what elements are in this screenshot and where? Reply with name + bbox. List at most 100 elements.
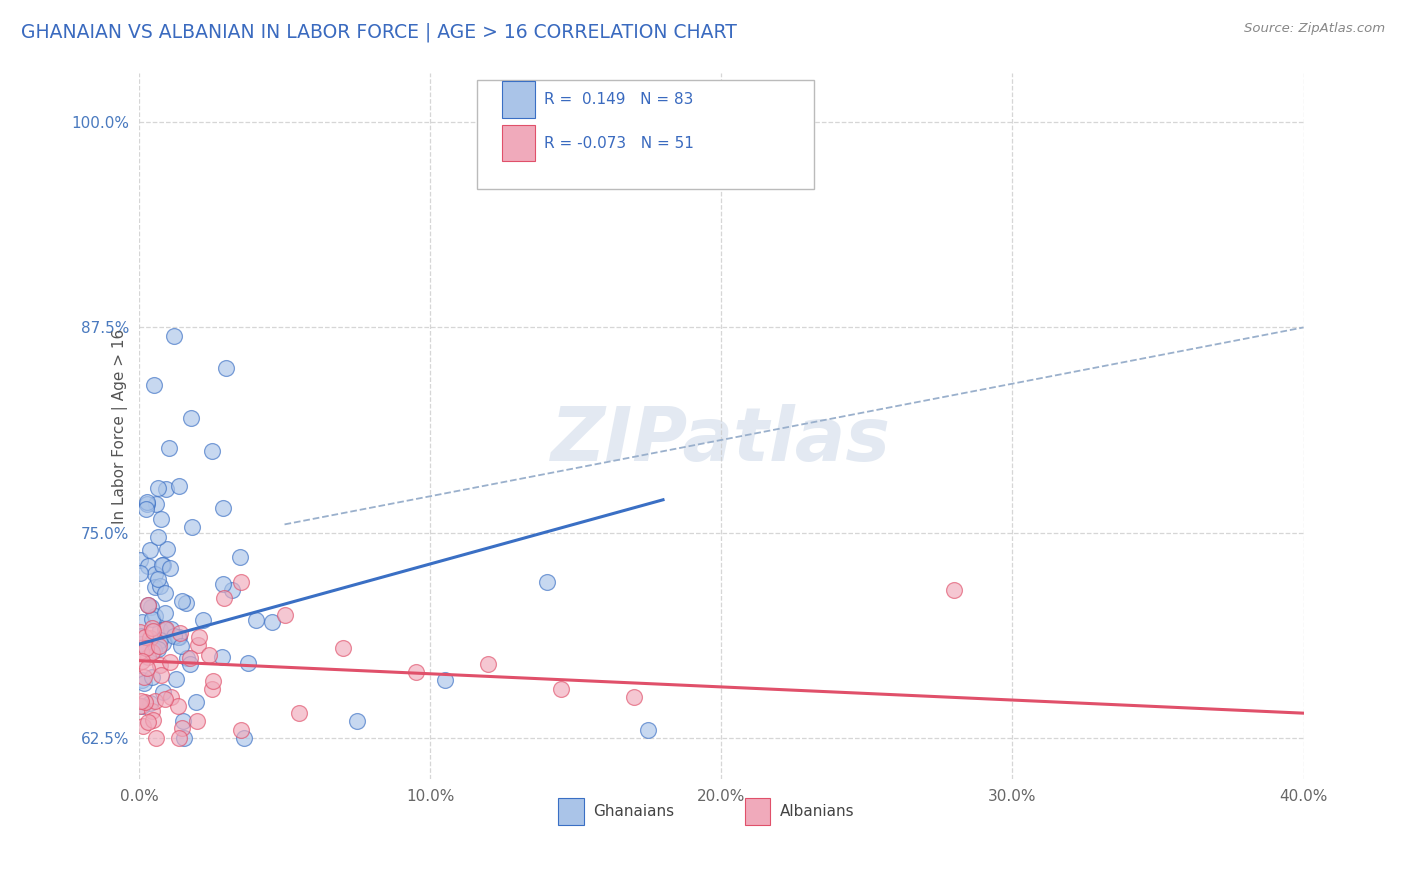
Point [198,648,221,662]
Point [433,673,456,688]
Point [146,530,169,544]
Point [477,657,499,671]
Point [623,690,645,704]
Point [212,591,235,605]
Point [176,651,198,665]
Point [229,723,252,737]
Point [184,695,207,709]
Point [152,636,174,650]
Point [131,654,153,668]
Point [139,543,162,558]
Point [143,567,166,582]
Point [215,361,238,376]
Point [211,649,233,664]
Point [142,713,165,727]
Point [134,695,156,709]
Point [129,566,152,580]
Point [536,574,558,589]
Bar [502,81,534,118]
Point [173,731,195,745]
Point [221,583,243,598]
Point [139,696,162,710]
Point [135,641,157,656]
Point [191,613,214,627]
Point [150,558,173,572]
Text: GHANAIAN VS ALBANIAN IN LABOR FORCE | AGE > 16 CORRELATION CHART: GHANAIAN VS ALBANIAN IN LABOR FORCE | AG… [21,22,737,42]
Point [129,553,152,567]
Point [143,694,166,708]
Point [135,661,157,675]
Point [332,640,354,655]
Point [148,639,170,653]
Point [180,519,202,533]
Point [188,630,211,644]
Point [143,608,166,623]
Point [149,658,172,673]
Point [943,583,966,598]
Point [146,481,169,495]
Point [153,606,176,620]
Point [136,497,159,511]
Point [148,641,170,656]
Point [143,642,166,657]
Bar [745,797,770,825]
Point [160,690,183,705]
Point [139,599,162,614]
Point [136,598,159,612]
Point [150,668,173,682]
Point [136,650,159,665]
Point [156,541,179,556]
Point [141,670,163,684]
Bar [502,125,534,161]
Point [232,731,254,745]
Point [163,328,186,343]
Point [131,698,153,713]
Point [167,478,190,492]
Text: R = -0.073   N = 51: R = -0.073 N = 51 [544,136,695,151]
Point [157,441,180,455]
Point [138,598,160,612]
Point [172,594,194,608]
Point [288,706,311,721]
Point [129,644,152,658]
Point [141,645,163,659]
Point [134,631,156,645]
Point [186,714,208,729]
Point [143,580,166,594]
Point [149,624,172,638]
Point [131,615,153,629]
Text: Ghanaians: Ghanaians [593,804,675,819]
Point [186,638,208,652]
Point [166,699,188,714]
Point [141,612,163,626]
Point [236,656,259,670]
Point [129,698,152,713]
Point [139,631,162,645]
Point [180,410,202,425]
Point [201,443,224,458]
Point [202,674,225,689]
Point [152,558,174,573]
Point [159,560,181,574]
FancyBboxPatch shape [477,80,814,189]
Point [138,714,160,729]
Point [155,482,177,496]
Text: ZIPatlas: ZIPatlas [551,403,891,476]
Point [262,615,284,629]
Point [170,722,193,736]
Point [405,665,427,680]
Bar [558,797,583,825]
Point [145,497,167,511]
Point [153,622,176,636]
Point [201,682,224,697]
Point [155,692,177,706]
Point [229,549,252,564]
Point [160,622,183,636]
Point [165,672,187,686]
Point [150,512,173,526]
Point [346,714,368,729]
Point [179,651,201,665]
Point [148,635,170,649]
Point [211,577,233,591]
Point [179,657,201,672]
